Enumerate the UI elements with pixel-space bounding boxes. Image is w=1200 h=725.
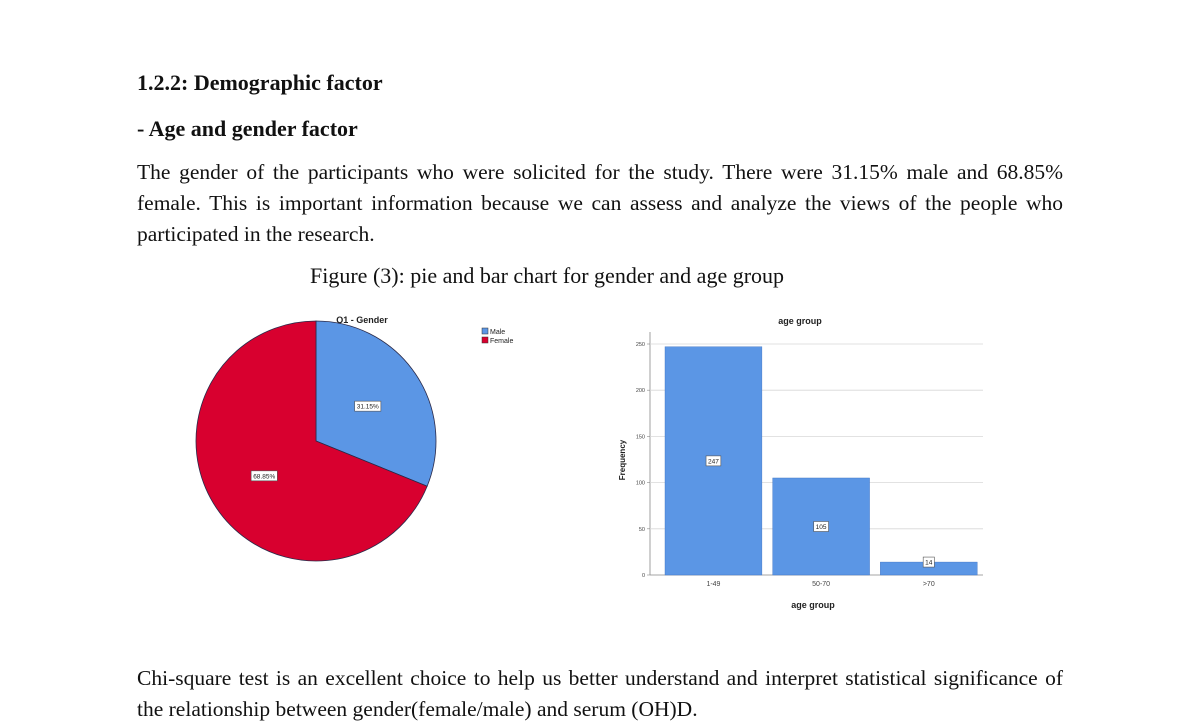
- pie-data-label: 31.15%: [357, 404, 379, 411]
- closing-paragraph: Chi-square test is an excellent choice t…: [137, 666, 1063, 721]
- bar-data-label: 105: [816, 524, 827, 531]
- pie-title: Q1 - Gender: [336, 315, 388, 325]
- section-heading: 1.2.2: Demographic factor: [137, 70, 383, 95]
- bar-data-label-box: [813, 521, 829, 532]
- bar-x-tick-label: 1-49: [706, 581, 720, 588]
- bar-y-tick-label: 250: [636, 342, 645, 348]
- bar-chart: age group Frequency age group 0 50 100 150 2…: [618, 316, 983, 610]
- bar-data-label: 247: [708, 458, 719, 465]
- bar-data-label: 14: [925, 560, 933, 567]
- pie-chart: Q1 - Gender 31.15% 68.85% Male Female: [195, 315, 513, 562]
- legend-swatch-male: [481, 327, 489, 335]
- subheading: - Age and gender factor: [137, 116, 358, 141]
- bar-y-tick-label: 100: [636, 481, 645, 487]
- bar-x-tick-label: >70: [923, 581, 935, 588]
- legend-label-female: Female: [490, 338, 513, 345]
- pie-label-box: [354, 400, 382, 412]
- bar-y-tick-label: 200: [636, 388, 645, 394]
- bar-y-tick-label: 150: [636, 434, 645, 440]
- bar-title: age group: [778, 316, 822, 326]
- bar-x-axis-label: age group: [791, 600, 835, 610]
- legend-label-male: Male: [490, 329, 505, 336]
- bar-data-label-box: [705, 455, 722, 467]
- pie-slice-female: [195, 320, 428, 562]
- pie-label-box: [250, 470, 278, 482]
- figure-caption: Figure (3): pie and bar chart for gender…: [310, 263, 785, 288]
- bar-y-axis-label: Frequency: [618, 439, 627, 480]
- intro-paragraph: The gender of the participants who were …: [137, 160, 1063, 246]
- bar-y-tick-label: 0: [642, 573, 645, 579]
- bar-x-tick-label: 50-70: [812, 581, 830, 588]
- pie-data-label: 68.85%: [253, 473, 275, 480]
- bar-data-label-box: [922, 556, 935, 568]
- bar-y-tick-label: 50: [639, 527, 645, 533]
- legend-swatch-female: [481, 336, 489, 344]
- pie-legend: Male Female: [481, 327, 513, 345]
